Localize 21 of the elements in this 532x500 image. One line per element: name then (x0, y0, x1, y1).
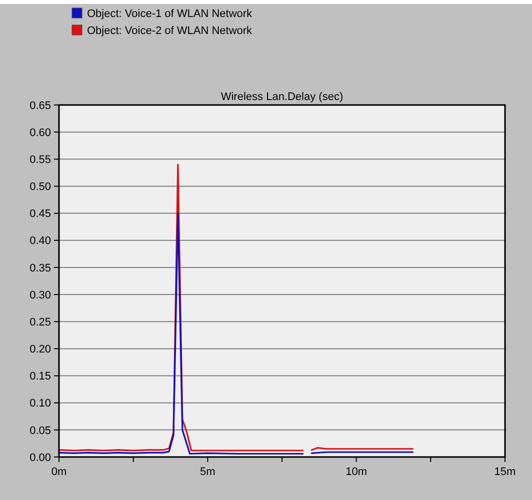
x-tick-label: 0m (51, 466, 67, 478)
y-tick-label: 0.65 (30, 100, 51, 112)
y-tick-label: 0.50 (30, 181, 51, 194)
y-tick-label: 0.00 (30, 452, 51, 464)
legend-label: Object: Voice-1 of WLAN Network (87, 8, 253, 20)
x-tick-label: 5m (200, 466, 216, 478)
y-tick-label: 0.20 (30, 344, 51, 356)
y-tick-label: 0.25 (30, 316, 51, 328)
x-tick-label: 15m (494, 466, 516, 478)
y-tick-label: 0.05 (30, 424, 51, 437)
chart-title: Wireless Lan.Delay (sec) (220, 91, 344, 103)
y-tick-label: 0.55 (30, 154, 51, 166)
y-tick-label: 0.15 (30, 370, 51, 383)
y-tick-label: 0.10 (30, 398, 51, 410)
x-tick-label: 10m (346, 466, 368, 478)
y-tick-label: 0.45 (30, 208, 51, 220)
y-tick-label: 0.35 (30, 262, 51, 274)
y-tick-label: 0.30 (30, 289, 51, 302)
legend-label: Object: Voice-2 of WLAN Network (87, 24, 253, 37)
y-tick-label: 0.40 (30, 235, 51, 248)
y-tick-label: 0.60 (30, 126, 51, 139)
